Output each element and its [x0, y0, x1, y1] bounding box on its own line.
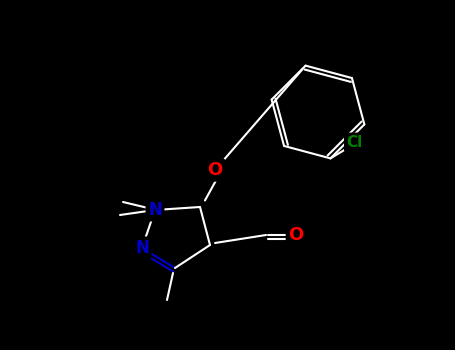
Text: Cl: Cl	[346, 135, 363, 150]
Text: O: O	[207, 161, 222, 179]
Text: O: O	[288, 226, 303, 244]
Text: N: N	[135, 239, 149, 257]
Text: N: N	[148, 201, 162, 219]
